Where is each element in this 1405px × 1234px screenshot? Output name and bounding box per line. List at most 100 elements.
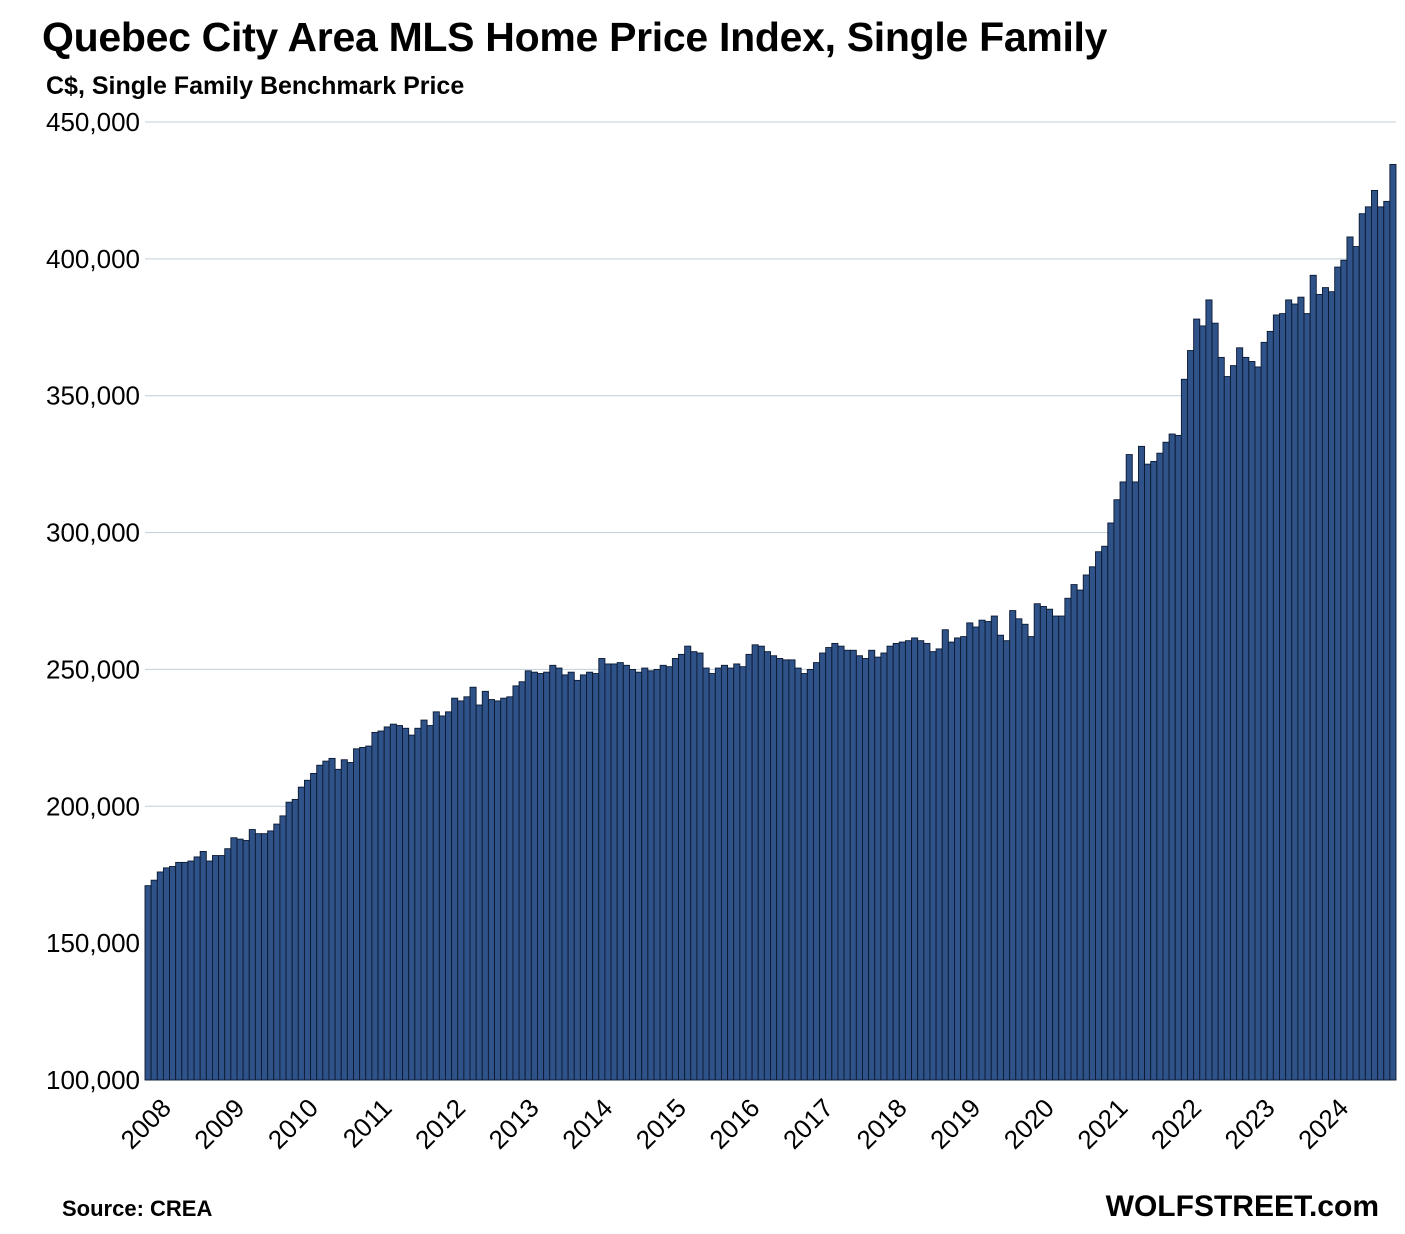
bar bbox=[1052, 615, 1060, 1081]
bar bbox=[696, 652, 704, 1081]
x-tick-label: 2011 bbox=[337, 1093, 398, 1154]
bar bbox=[898, 641, 906, 1081]
bar bbox=[236, 838, 244, 1081]
bar bbox=[788, 659, 796, 1081]
bar bbox=[1033, 603, 1041, 1081]
bar bbox=[1137, 445, 1146, 1081]
x-tick-label: 2012 bbox=[409, 1093, 471, 1155]
bar bbox=[1027, 636, 1035, 1081]
bar bbox=[996, 634, 1004, 1081]
bar bbox=[1358, 213, 1366, 1081]
bar bbox=[322, 760, 330, 1081]
bar bbox=[175, 861, 183, 1081]
bar bbox=[199, 851, 207, 1081]
bar bbox=[524, 670, 532, 1081]
bar bbox=[1107, 522, 1115, 1081]
bar bbox=[1346, 236, 1354, 1081]
bar bbox=[1180, 378, 1188, 1081]
bar bbox=[935, 648, 943, 1081]
bar bbox=[438, 715, 446, 1081]
bar bbox=[727, 667, 735, 1081]
x-tick-label: 2009 bbox=[188, 1093, 250, 1155]
bar bbox=[862, 658, 870, 1081]
bar bbox=[543, 671, 551, 1081]
bar bbox=[567, 671, 575, 1081]
bar bbox=[457, 700, 465, 1081]
bar bbox=[947, 641, 955, 1081]
bar bbox=[1070, 584, 1078, 1081]
bar bbox=[530, 671, 538, 1081]
bar bbox=[1046, 608, 1054, 1081]
brand-label: WOLFSTREET.com bbox=[1105, 1190, 1379, 1223]
bar bbox=[1193, 318, 1201, 1081]
bar bbox=[506, 696, 514, 1081]
x-tick-label: 2010 bbox=[262, 1093, 324, 1155]
bar bbox=[512, 685, 520, 1081]
bar bbox=[573, 679, 581, 1081]
bar bbox=[641, 667, 649, 1081]
bar bbox=[365, 745, 373, 1081]
bar bbox=[451, 697, 459, 1081]
y-tick-label: 350,000 bbox=[46, 381, 140, 411]
bar bbox=[169, 866, 177, 1081]
bar bbox=[340, 759, 348, 1081]
bar bbox=[1328, 291, 1336, 1081]
bar bbox=[720, 664, 729, 1081]
bar bbox=[586, 671, 594, 1081]
bar bbox=[1371, 189, 1379, 1081]
bar bbox=[598, 658, 606, 1081]
bar bbox=[1229, 365, 1238, 1081]
bar bbox=[561, 674, 569, 1081]
y-tick-label: 300,000 bbox=[46, 518, 140, 548]
bar bbox=[904, 640, 912, 1081]
bar bbox=[537, 673, 545, 1081]
bar bbox=[629, 668, 637, 1081]
bar bbox=[328, 757, 336, 1081]
bar bbox=[481, 690, 489, 1081]
bar bbox=[224, 848, 232, 1081]
x-tick-label: 2022 bbox=[1145, 1093, 1207, 1155]
bar bbox=[776, 658, 784, 1081]
y-tick-label: 150,000 bbox=[46, 928, 140, 958]
bar bbox=[984, 621, 992, 1081]
bar bbox=[880, 652, 888, 1081]
bar bbox=[1113, 499, 1121, 1081]
bar bbox=[610, 663, 618, 1081]
bar bbox=[402, 727, 410, 1081]
bar bbox=[745, 653, 753, 1081]
x-tick-label: 2023 bbox=[1219, 1093, 1281, 1155]
bar bbox=[377, 730, 385, 1081]
bar bbox=[855, 655, 863, 1081]
bar bbox=[671, 658, 679, 1081]
bar bbox=[420, 719, 428, 1081]
bar bbox=[1064, 597, 1072, 1081]
x-tick-label: 2017 bbox=[777, 1093, 839, 1155]
bar bbox=[1279, 313, 1287, 1081]
bar bbox=[1254, 366, 1262, 1081]
bar bbox=[248, 829, 256, 1081]
bar bbox=[1383, 200, 1391, 1081]
bar bbox=[1039, 606, 1047, 1081]
bar bbox=[549, 664, 557, 1081]
x-tick-label: 2021 bbox=[1071, 1093, 1133, 1155]
bar bbox=[1156, 452, 1164, 1081]
bar bbox=[770, 655, 778, 1081]
bar bbox=[941, 629, 949, 1081]
bar-series bbox=[144, 163, 1397, 1081]
bar bbox=[303, 779, 312, 1081]
bar bbox=[806, 668, 814, 1081]
bar bbox=[285, 801, 293, 1081]
bar bbox=[929, 651, 937, 1081]
bar bbox=[218, 855, 226, 1081]
bar bbox=[463, 696, 471, 1081]
bar bbox=[690, 651, 698, 1081]
x-tick-label: 2018 bbox=[851, 1093, 913, 1155]
bar bbox=[972, 626, 980, 1081]
bar bbox=[659, 664, 667, 1081]
bar bbox=[187, 860, 195, 1081]
bar bbox=[739, 666, 747, 1081]
bar bbox=[310, 772, 318, 1081]
bar bbox=[1334, 266, 1342, 1081]
bar bbox=[334, 768, 342, 1081]
